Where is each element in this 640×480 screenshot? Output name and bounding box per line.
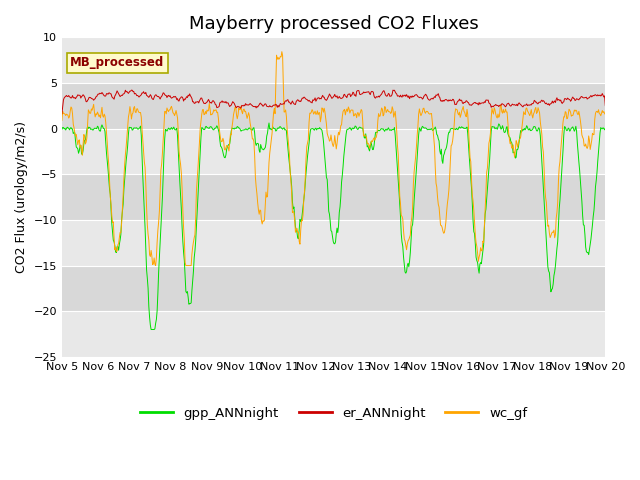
gpp_ANNnight [58,126,66,132]
wc_gf [401,238,409,244]
wc_gf [68,105,76,111]
gpp_ANNnight [180,250,188,255]
wc_gf [278,49,285,55]
Legend: gpp_ANNnight, er_ANNnight, wc_gf: gpp_ANNnight, er_ANNnight, wc_gf [135,402,532,425]
wc_gf [124,123,131,129]
gpp_ANNnight [124,143,131,148]
er_ANNnight [58,111,66,117]
Title: Mayberry processed CO2 Fluxes: Mayberry processed CO2 Fluxes [189,15,479,33]
wc_gf [180,225,188,231]
Text: MB_processed: MB_processed [70,56,164,69]
Bar [62,311,605,357]
Bar [62,174,605,220]
gpp_ANNnight [401,269,409,275]
Bar [62,129,605,174]
er_ANNnight [416,94,424,100]
er_ANNnight [209,98,216,104]
gpp_ANNnight [602,125,609,131]
Bar [62,265,605,311]
gpp_ANNnight [417,128,425,134]
wc_gf [602,112,609,118]
Line: wc_gf: wc_gf [62,52,605,265]
er_ANNnight [401,93,408,98]
er_ANNnight [124,90,131,96]
wc_gf [209,111,216,117]
wc_gf [417,113,425,119]
gpp_ANNnight [147,326,155,332]
wc_gf [58,118,66,123]
Bar [62,83,605,129]
gpp_ANNnight [209,126,216,132]
gpp_ANNnight [265,120,273,126]
Line: er_ANNnight: er_ANNnight [62,90,605,114]
Bar [62,37,605,83]
Line: gpp_ANNnight: gpp_ANNnight [62,123,605,329]
er_ANNnight [127,87,135,93]
Y-axis label: CO2 Flux (urology/m2/s): CO2 Flux (urology/m2/s) [15,121,28,273]
er_ANNnight [68,95,76,100]
Bar [62,220,605,265]
er_ANNnight [602,103,609,108]
gpp_ANNnight [68,126,76,132]
wc_gf [152,263,159,268]
er_ANNnight [180,98,188,104]
